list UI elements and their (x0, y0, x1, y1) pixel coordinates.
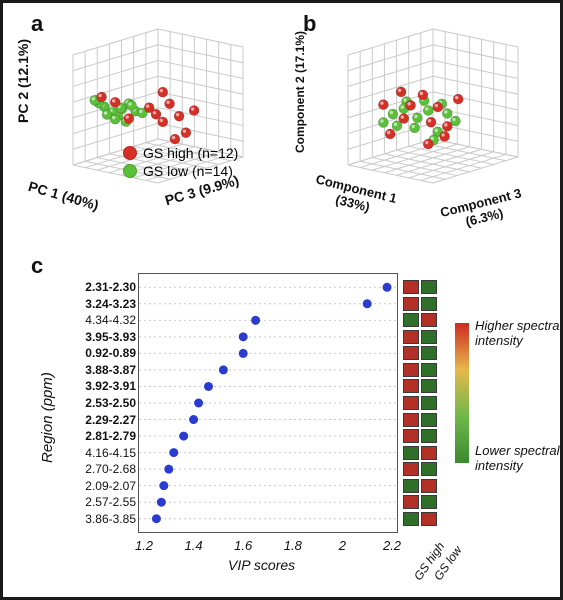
intensity-label-top: Higher spectral intensity (475, 318, 562, 348)
vip-y-tick-labels: 2.31-2.30 3.24-3.23 4.34-4.32 3.95-3.93 0.92… (58, 273, 136, 533)
vip-region-label: 3.86-3.85 (85, 513, 136, 525)
legend-item-high: GS high (n=12) (123, 145, 238, 161)
heat-cell (403, 429, 419, 443)
vip-region-label: 3.88-3.87 (85, 364, 136, 376)
legend-label-low: GS low (n=14) (143, 163, 233, 179)
heat-cell (403, 413, 419, 427)
heat-cell (403, 479, 419, 493)
heat-cell (421, 512, 437, 526)
vip-x-tick-labels: 1.2 1.4 1.6 1.8 2 2.2 (138, 538, 398, 558)
heat-cell (421, 313, 437, 327)
legend-item-low: GS low (n=14) (123, 163, 238, 179)
vip-region-label: 0.92-0.89 (85, 347, 136, 359)
comp2-axis-label: Component 2 (17.1%) (293, 31, 307, 153)
heat-cell (403, 379, 419, 393)
intensity-gradient-bar (455, 323, 469, 463)
heat-cell (421, 363, 437, 377)
heat-cell (421, 429, 437, 443)
plsda-3d-plot-b (308, 25, 538, 190)
vip-region-label: 4.16-4.15 (85, 447, 136, 459)
vip-y-axis-label: Region (ppm) (39, 372, 56, 463)
heat-cell (421, 446, 437, 460)
vip-x-tick: 2 (339, 538, 346, 553)
vip-region-label: 3.95-3.93 (85, 331, 136, 343)
heat-cell (421, 396, 437, 410)
vip-x-tick: 2.2 (383, 538, 401, 553)
vip-x-axis-label: VIP scores (228, 557, 295, 573)
vip-region-label: 2.57-2.55 (85, 496, 136, 508)
vip-x-tick: 1.6 (234, 538, 252, 553)
heat-cell (421, 297, 437, 311)
heat-cell (403, 280, 419, 294)
pc2-axis-label: PC 2 (12.1%) (15, 39, 31, 123)
heat-cell (403, 462, 419, 476)
heat-cell (421, 495, 437, 509)
vip-region-label: 2.53-2.50 (85, 397, 136, 409)
heat-cell (403, 330, 419, 344)
heat-cell (421, 479, 437, 493)
vip-region-label: 2.09-2.07 (85, 480, 136, 492)
heat-cell (421, 330, 437, 344)
heat-cell (403, 346, 419, 360)
vip-scatter-area (138, 273, 398, 533)
comp3-axis-label: Component 3 (6.3%) (439, 185, 527, 234)
heat-cell (403, 512, 419, 526)
heat-cell (421, 346, 437, 360)
vip-region-label: 4.34-4.32 (85, 314, 136, 326)
heat-cell (421, 379, 437, 393)
heat-cell (403, 495, 419, 509)
vip-region-label: 2.31-2.30 (85, 281, 136, 293)
legend-label-high: GS high (n=12) (143, 145, 238, 161)
heat-cell (421, 413, 437, 427)
heat-cell (403, 446, 419, 460)
legend: GS high (n=12) GS low (n=14) (123, 143, 238, 179)
vip-x-tick: 1.8 (284, 538, 302, 553)
heat-cell (403, 297, 419, 311)
heat-cell (421, 280, 437, 294)
figure-frame: a PC 2 (12.1%) PC 1 (40%) PC 3 (9.9%) GS… (0, 0, 563, 600)
legend-dot-high (123, 146, 137, 160)
legend-dot-low (123, 164, 137, 178)
vip-region-label: 3.92-3.91 (85, 380, 136, 392)
heat-cell (421, 462, 437, 476)
heat-cell (403, 363, 419, 377)
intensity-label-bottom: Lower spectral intensity (475, 443, 560, 473)
heat-cell (403, 396, 419, 410)
heat-cell (403, 313, 419, 327)
vip-region-label: 2.70-2.68 (85, 463, 136, 475)
vip-region-label: 2.81-2.79 (85, 430, 136, 442)
vip-heatmap (403, 273, 443, 533)
vip-x-tick: 1.2 (135, 538, 153, 553)
vip-x-tick: 1.4 (185, 538, 203, 553)
vip-region-label: 3.24-3.23 (85, 298, 136, 310)
vip-plot-panel: Region (ppm) 2.31-2.30 3.24-3.23 4.34-4.32… (23, 263, 543, 583)
vip-region-label: 2.29-2.27 (85, 414, 136, 426)
